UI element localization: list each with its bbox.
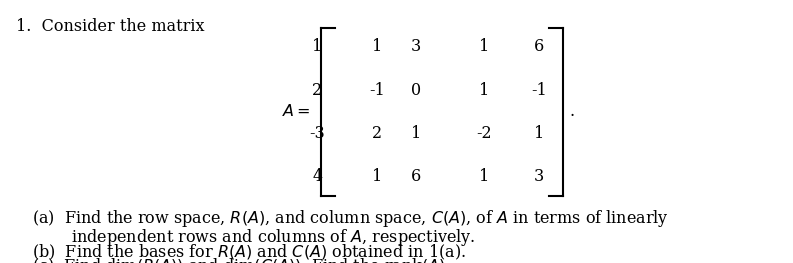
Text: $A=$: $A=$	[282, 103, 310, 120]
Text: 1: 1	[412, 125, 421, 142]
Text: 3: 3	[534, 168, 544, 185]
Text: 2: 2	[372, 125, 381, 142]
Text: 1.  Consider the matrix: 1. Consider the matrix	[16, 18, 205, 36]
Text: 1: 1	[479, 168, 488, 185]
Text: 1: 1	[312, 38, 322, 55]
Text: (c)  Find dim$(R(A))$ and dim$(C(A))$. Find the rank$(A)$.: (c) Find dim$(R(A))$ and dim$(C(A))$. Fi…	[32, 257, 450, 263]
Text: 3: 3	[412, 38, 421, 55]
Text: 0: 0	[412, 82, 421, 99]
Text: -2: -2	[476, 125, 492, 142]
Text: 1: 1	[372, 168, 381, 185]
Text: independent rows and columns of $A$, respectively.: independent rows and columns of $A$, res…	[71, 227, 476, 249]
Text: .: .	[569, 103, 574, 120]
Text: 4: 4	[312, 168, 322, 185]
Text: -3: -3	[309, 125, 325, 142]
Text: -1: -1	[531, 82, 547, 99]
Text: (a)  Find the row space, $R(A)$, and column space, $C(A)$, of $A$ in terms of li: (a) Find the row space, $R(A)$, and colu…	[32, 208, 668, 229]
Text: (b)  Find the bases for $R(A)$ and $C(A)$ obtained in 1(a).: (b) Find the bases for $R(A)$ and $C(A)$…	[32, 243, 465, 262]
Text: -1: -1	[369, 82, 385, 99]
Text: 6: 6	[412, 168, 421, 185]
Text: 1: 1	[479, 38, 488, 55]
Text: 1: 1	[479, 82, 488, 99]
Text: 1: 1	[372, 38, 381, 55]
Text: 1: 1	[534, 125, 544, 142]
Text: 6: 6	[534, 38, 544, 55]
Text: 2: 2	[312, 82, 322, 99]
